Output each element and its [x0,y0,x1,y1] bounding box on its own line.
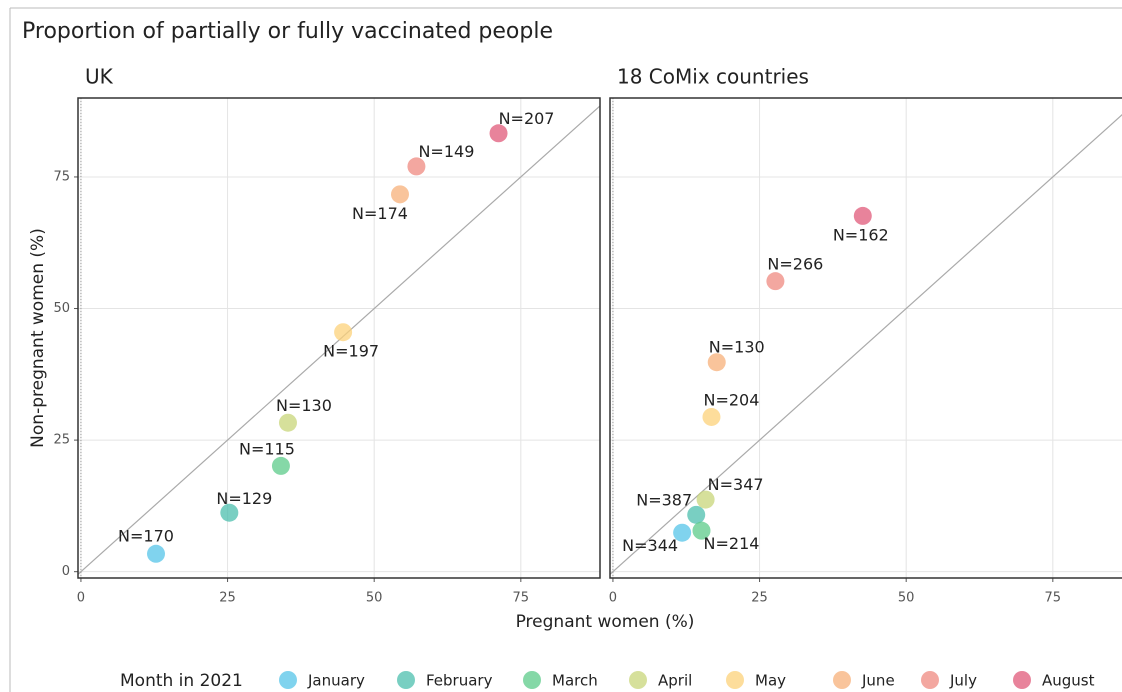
legend-label: May [755,672,786,690]
point [696,490,715,509]
point-label: N=344 [622,536,678,555]
legend-label: January [307,672,365,690]
point [707,353,726,372]
legend-swatch [1013,671,1031,689]
x-tick-label: 75 [1045,591,1062,606]
point [673,523,692,542]
panel-border [77,97,601,579]
panel-title: UK [85,65,114,89]
x-tick-label: 0 [77,591,85,606]
point [687,505,706,524]
legend-swatch [629,671,647,689]
point-label: N=204 [704,390,760,409]
legend-title: Month in 2021 [120,671,243,691]
legend-swatch [523,671,541,689]
legend-swatch [921,671,939,689]
point-label: N=174 [352,204,408,223]
point [853,206,872,225]
panel-title: 18 CoMix countries [617,65,809,89]
x-tick-label: 75 [513,591,530,606]
point-label: N=214 [704,534,760,553]
point [407,157,426,176]
y-tick-label: 0 [62,564,70,579]
point [334,323,353,342]
point-label: N=207 [499,109,555,128]
y-tick-label: 50 [53,301,70,316]
y-tick-label: 25 [53,433,70,448]
point-label: N=115 [239,439,295,458]
x-tick-label: 0 [609,591,617,606]
y-tick-label: 75 [53,169,70,184]
point-label: N=129 [216,489,272,508]
legend-label: April [658,672,692,690]
y-axis-label: Non-pregnant women (%) [28,228,48,448]
point [271,456,290,475]
panel-border [609,97,1122,579]
x-tick-label: 50 [898,591,915,606]
point [692,521,711,540]
point [220,503,239,522]
chart-title: Proportion of partially or fully vaccina… [22,19,553,44]
legend-label: July [949,672,977,690]
point [766,272,785,291]
point-label: N=162 [833,225,889,244]
legend-swatch [397,671,415,689]
legend-label: August [1042,672,1095,690]
identity-line [610,114,1122,575]
x-axis-label: Pregnant women (%) [516,612,695,632]
point [702,407,721,426]
point [489,124,508,143]
legend-swatch [833,671,851,689]
x-tick-label: 50 [366,591,383,606]
point-label: N=130 [709,338,765,357]
x-tick-label: 25 [219,591,236,606]
x-tick-label: 25 [751,591,768,606]
point [278,413,297,432]
point-label: N=347 [708,475,764,494]
point [147,544,166,563]
legend-swatch [726,671,744,689]
panel [610,98,1122,578]
legend-label: February [426,672,493,690]
legend-label: March [552,672,598,690]
point-label: N=149 [418,142,474,161]
point-label: N=266 [767,255,823,274]
point-label: N=197 [323,342,379,361]
point-label: N=170 [118,526,174,545]
point-label: N=130 [276,396,332,415]
legend-label: June [861,672,895,690]
panel [78,98,600,578]
point-label: N=387 [636,490,692,509]
point [390,185,409,204]
legend-swatch [279,671,297,689]
